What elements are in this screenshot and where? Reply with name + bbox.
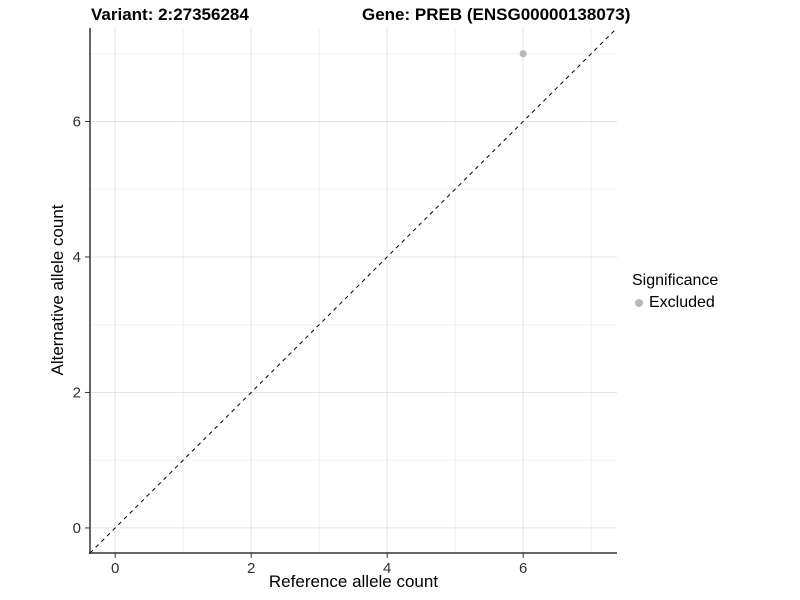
legend-point-icon [635, 299, 643, 307]
legend-entry-excluded: Excluded [632, 294, 718, 312]
x-tick-label: 4 [383, 560, 391, 577]
y-tick-label: 6 [73, 113, 81, 130]
legend-title: Significance [632, 272, 719, 289]
x-tick-label: 6 [519, 560, 527, 577]
x-axis-label: Reference allele count [268, 572, 439, 591]
plot-title-gene: Gene: PREB (ENSG00000138073) [362, 5, 631, 24]
plot-title-variant: Variant: 2:27356284 [91, 5, 249, 24]
y-tick-label: 4 [73, 249, 81, 266]
y-tick-label: 0 [73, 520, 81, 537]
legend-entry-label: Excluded [649, 294, 715, 311]
y-tick-label: 2 [73, 384, 81, 401]
x-tick-label: 2 [247, 560, 255, 577]
identity-line [89, 27, 618, 554]
data-point [519, 50, 527, 58]
y-axis-label: Alternative allele count [48, 204, 67, 376]
legend: Significance Excluded [632, 272, 718, 312]
x-tick-label: 0 [111, 560, 119, 577]
